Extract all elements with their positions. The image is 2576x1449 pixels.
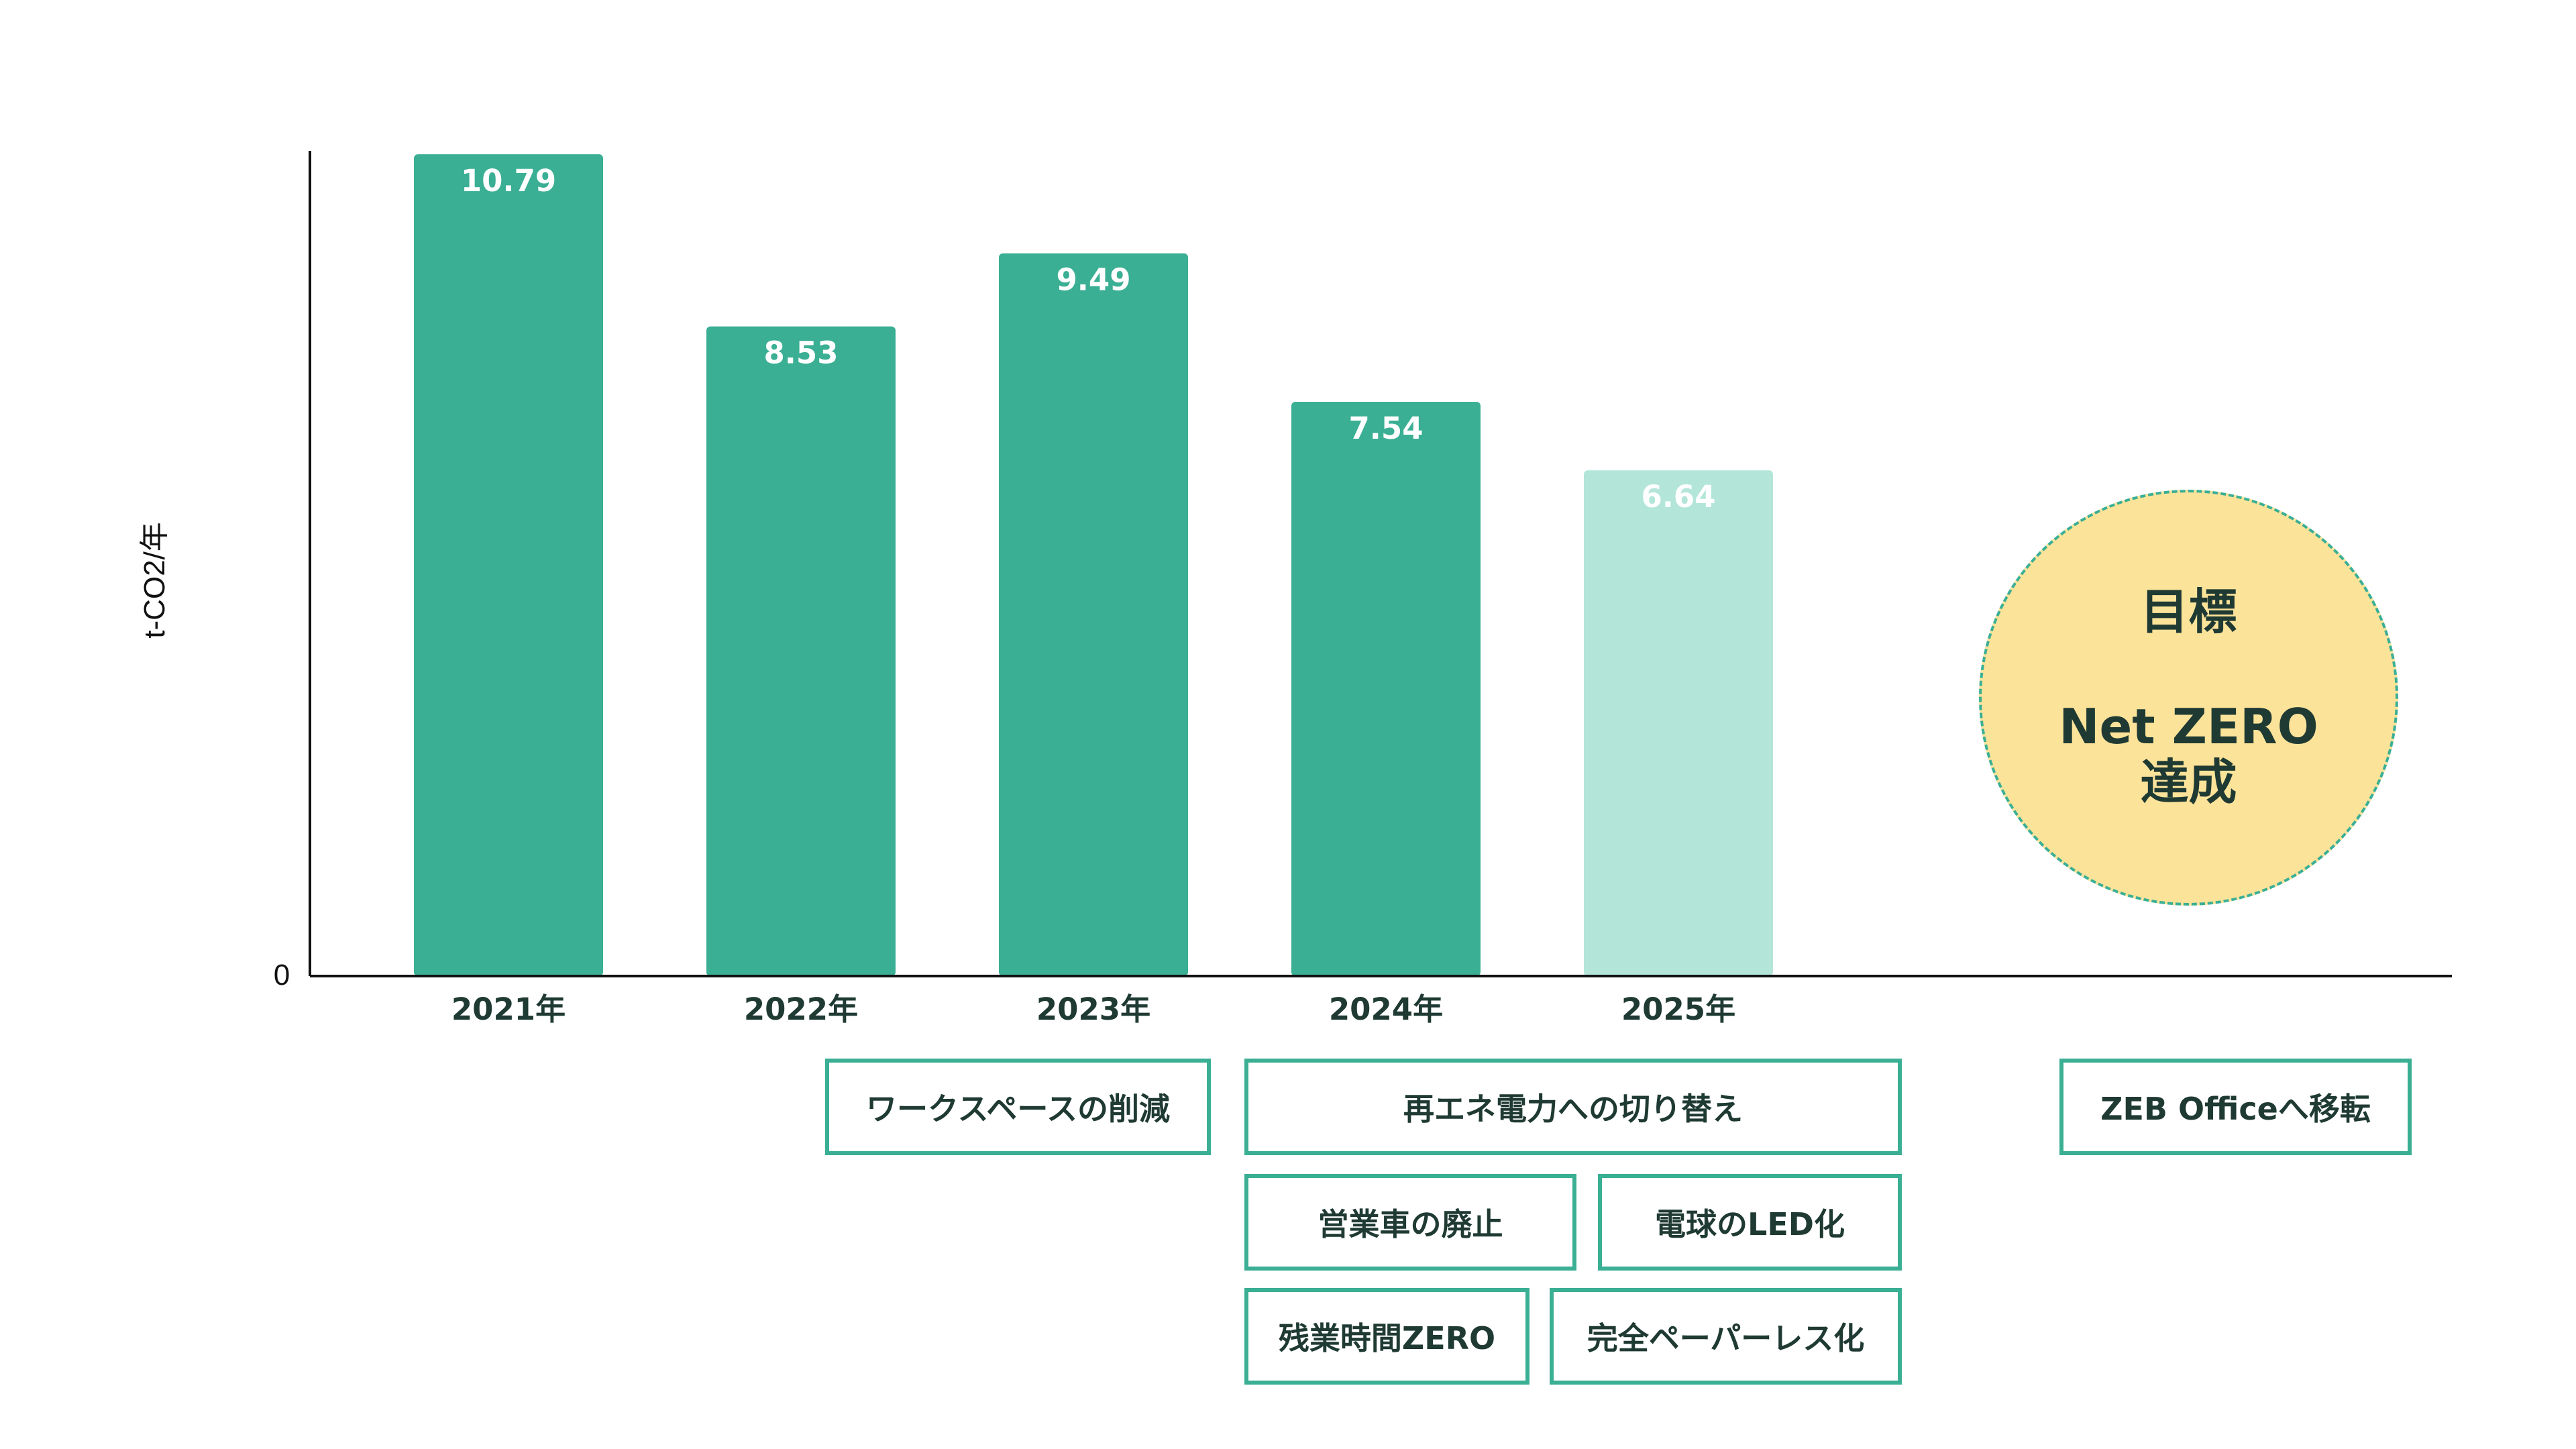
measure-zero-overtime: 残業時間ZERO [1244,1288,1529,1385]
bar-3 [1291,401,1481,976]
bar-2 [999,253,1188,977]
bar-value-label-4: 6.64 [1641,479,1715,515]
bars-layer [414,154,1773,977]
x-tick-labels-layer: 2021年 2022年 2023年 2024年 2025年 [451,991,1735,1027]
bar-0 [414,154,603,976]
bar-4 [1584,470,1773,976]
bar-value-label-0: 10.79 [461,163,556,199]
measure-zeb-office-move: ZEB Officeへ移転 [2059,1059,2412,1155]
value-labels-layer: 10.79 8.53 9.49 7.54 6.64 [461,163,1716,515]
bar-value-label-3: 7.54 [1348,411,1423,446]
bar-1 [706,326,896,976]
y-axis-label: t-CO2/年 [138,522,171,639]
measure-paperless: 完全ペーパーレス化 [1550,1288,1902,1385]
x-tick-label-1: 2022年 [744,991,858,1027]
bar-value-label-2: 9.49 [1056,262,1130,298]
x-tick-label-0: 2021年 [451,991,566,1027]
x-tick-label-2: 2023年 [1036,991,1150,1027]
goal-circle: 目標 Net ZERO 達成 [1979,490,2398,906]
y-zero-tick-label: 0 [274,959,290,991]
measure-company-car-abolition: 営業車の廃止 [1244,1174,1576,1271]
bar-value-label-1: 8.53 [763,335,838,371]
goal-achieve: 達成 [2140,753,2237,810]
x-tick-label-3: 2024年 [1329,991,1443,1027]
goal-title: 目標 [2140,583,2237,640]
measure-renewable-switch: 再エネ電力への切り替え [1244,1059,1902,1155]
x-tick-label-4: 2025年 [1621,991,1735,1027]
measure-workspace-reduction: ワークスペースの削減 [825,1059,1211,1155]
goal-net-zero: Net ZERO [2059,698,2318,755]
measure-led-conversion: 電球のLED化 [1598,1174,1902,1271]
